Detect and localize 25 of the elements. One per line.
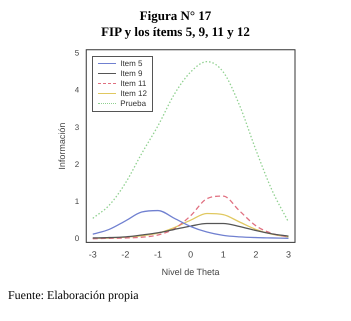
y-tick-label: 2 <box>74 160 80 169</box>
x-tick-label: -3 <box>88 249 97 260</box>
y-tick-label: 0 <box>74 234 80 243</box>
y-tick-label: 1 <box>74 196 80 206</box>
legend-label: Item 9 <box>120 68 142 79</box>
x-tick-label: 1 <box>220 249 226 260</box>
chart-title: Figura N° 17 <box>138 8 212 24</box>
chart-subtitle: FIP y los ítems 5, 9, 11 y 12 <box>100 24 251 40</box>
x-tick-label: 2 <box>253 249 258 260</box>
y-axis-title: Información <box>56 122 67 170</box>
legend-label: Item 11 <box>120 78 146 89</box>
legend-label: Prueba <box>120 98 146 109</box>
y-tick-label: 4 <box>74 86 80 95</box>
x-tick-label: 0 <box>188 249 194 260</box>
x-tick-label: 3 <box>286 249 291 260</box>
legend-label: Item 12 <box>120 88 147 99</box>
legend-label: Item 5 <box>120 58 142 69</box>
x-axis-title: Nivel de Theta <box>162 267 220 278</box>
x-tick-label: -2 <box>121 249 130 260</box>
x-tick-label: -1 <box>154 249 162 260</box>
y-tick-label: 5 <box>74 48 80 58</box>
line-series <box>92 222 290 239</box>
line-series <box>92 61 290 223</box>
y-tick-label: 3 <box>74 122 80 132</box>
source-note: Fuente: Elaboración propia <box>8 288 140 303</box>
